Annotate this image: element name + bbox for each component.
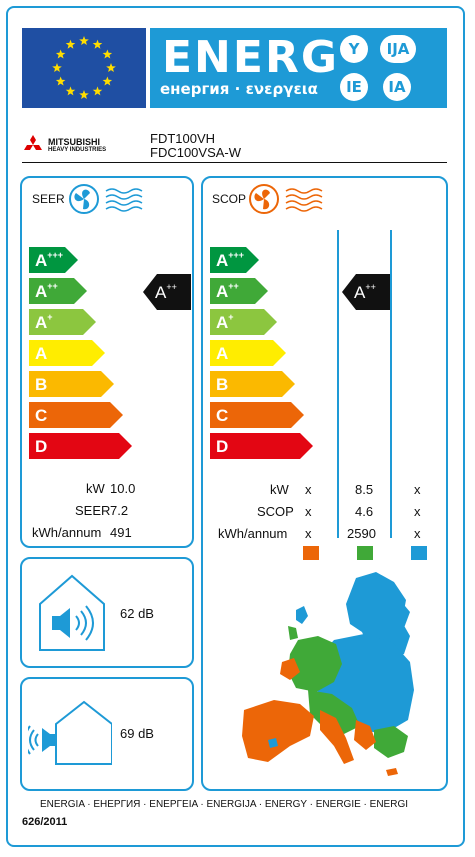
mitsubishi-diamonds-icon: [24, 135, 42, 150]
scop-class-letter: A: [216, 251, 229, 270]
scop-warm-scop: x: [305, 504, 312, 519]
scop-class-letter: A: [216, 344, 229, 363]
scop-avg-kw: 8.5: [355, 482, 374, 497]
seer-rating-sup: ++: [166, 282, 177, 292]
scop-class-bar: C: [210, 402, 305, 428]
seer-class-sup: +: [47, 312, 53, 322]
seer-class-letter: B: [35, 375, 48, 394]
seer-stat-annual-value: 491: [110, 525, 132, 540]
seer-panel: [20, 176, 194, 548]
scop-class-letter: D: [216, 437, 229, 456]
scop-class-sup: +: [228, 312, 234, 322]
seer-label: SEER: [32, 192, 65, 206]
footer-languages: ENERGIA · ЕНЕРГИЯ · ΕΝΕΡΓΕΙΑ · ENERGIJA …: [40, 799, 408, 810]
seer-class-letter: A: [35, 282, 48, 301]
indoor-speaker-icon: [39, 574, 105, 651]
scop-warm-annual: x: [305, 526, 312, 541]
fan-cooling-icon: [69, 184, 143, 214]
scop-label: SCOP: [212, 192, 247, 206]
energy-title: ENERG: [162, 32, 339, 83]
scop-class-letter: C: [216, 406, 229, 425]
scop-column-divider-1: [337, 230, 339, 538]
label-frame: [6, 6, 465, 847]
europe-climate-map: [242, 572, 414, 776]
energy-subtitle: енергия · ενεργεια: [160, 80, 318, 98]
zone-cold-swatch: [411, 546, 427, 560]
seer-stat-kw-label: kW: [86, 481, 105, 496]
seer-class-letter: A: [35, 313, 48, 332]
scop-class-bar: B: [210, 371, 296, 397]
seer-class-sup: ++: [47, 281, 58, 291]
seer-class-bar: A+: [29, 309, 97, 335]
scop-stat-scop-label: SCOP: [257, 504, 294, 519]
model-numbers: FDT100VH FDC100VSA-W: [150, 132, 241, 160]
scop-stat-kw-label: kW: [270, 482, 289, 497]
seer-stat-kw-value: 10.0: [110, 481, 136, 496]
scop-column-divider-2: [390, 230, 392, 538]
seer-stat-seer-label: SEER: [75, 503, 111, 518]
outdoor-noise-value: 69 dB: [120, 726, 154, 741]
outdoor-noise-panel: [20, 677, 194, 791]
brand-name: MITSUBISHI HEAVY INDUSTRIES: [48, 138, 106, 154]
scop-class-bar: A+: [210, 309, 278, 335]
eu-stars-icon: [52, 36, 116, 99]
scop-cold-scop: x: [414, 504, 421, 519]
scop-class-bar: A: [210, 340, 287, 366]
seer-class-bar: D: [29, 433, 133, 459]
zone-warm-swatch: [303, 546, 319, 560]
model-indoor: FDT100VH: [150, 131, 216, 146]
scop-avg-scop: 4.6: [355, 504, 374, 519]
seer-rating-arrow: A++: [143, 274, 191, 310]
seer-class-bar: A+++: [29, 247, 79, 273]
seer-class-bar: A: [29, 340, 106, 366]
scop-warm-kw: x: [305, 482, 312, 497]
seer-class-bar: A++: [29, 278, 88, 304]
scop-class-letter: B: [216, 375, 229, 394]
model-outdoor: FDC100VSA-W: [150, 145, 242, 160]
scop-rating-class: A: [354, 283, 366, 302]
brand-name-line1: MITSUBISHI: [48, 137, 101, 147]
seer-class-letter: A: [35, 344, 48, 363]
seer-class-letter: C: [35, 406, 48, 425]
lang-badge-ie: IE: [340, 73, 368, 101]
lang-badge-y: Y: [340, 35, 368, 63]
brand-divider: [22, 162, 447, 163]
seer-class-letter: D: [35, 437, 48, 456]
scop-class-letter: A: [216, 282, 229, 301]
lang-badge-ia: IA: [383, 73, 411, 101]
scop-rating-sup: ++: [365, 282, 376, 292]
eu-flag: [22, 28, 146, 108]
scop-cold-annual: x: [414, 526, 421, 541]
scop-class-bar: A+++: [210, 247, 260, 273]
seer-stat-seer-value: 7.2: [110, 503, 129, 518]
brand: MITSUBISHI HEAVY INDUSTRIES: [22, 132, 132, 158]
indoor-noise-value: 62 dB: [120, 606, 154, 621]
fan-heating-icon: [249, 184, 323, 214]
scop-class-bar: D: [210, 433, 314, 459]
seer-class-bar: C: [29, 402, 124, 428]
lang-badge-ija: IJA: [380, 35, 416, 63]
zone-average-swatch: [357, 546, 373, 560]
scop-cold-kw: x: [414, 482, 421, 497]
indoor-noise-panel: [20, 557, 194, 668]
seer-class-letter: A: [35, 251, 48, 270]
seer-class-sup: +++: [47, 250, 64, 260]
scop-rating-arrow: A++: [342, 274, 390, 310]
scop-class-sup: +++: [228, 250, 245, 260]
outdoor-speaker-icon: [28, 700, 112, 765]
seer-stat-annual-label: kWh/annum: [32, 525, 102, 540]
scop-stat-annual-label: kWh/annum: [218, 526, 288, 541]
scop-class-sup: ++: [228, 281, 239, 291]
scop-class-bar: A++: [210, 278, 269, 304]
brand-name-line2: HEAVY INDUSTRIES: [48, 147, 107, 153]
seer-rating-class: A: [155, 283, 167, 302]
scop-class-letter: A: [216, 313, 229, 332]
regulation-number: 626/2011: [22, 816, 68, 828]
seer-class-bar: B: [29, 371, 115, 397]
scop-avg-annual: 2590: [347, 526, 376, 541]
scop-panel: [201, 176, 448, 791]
